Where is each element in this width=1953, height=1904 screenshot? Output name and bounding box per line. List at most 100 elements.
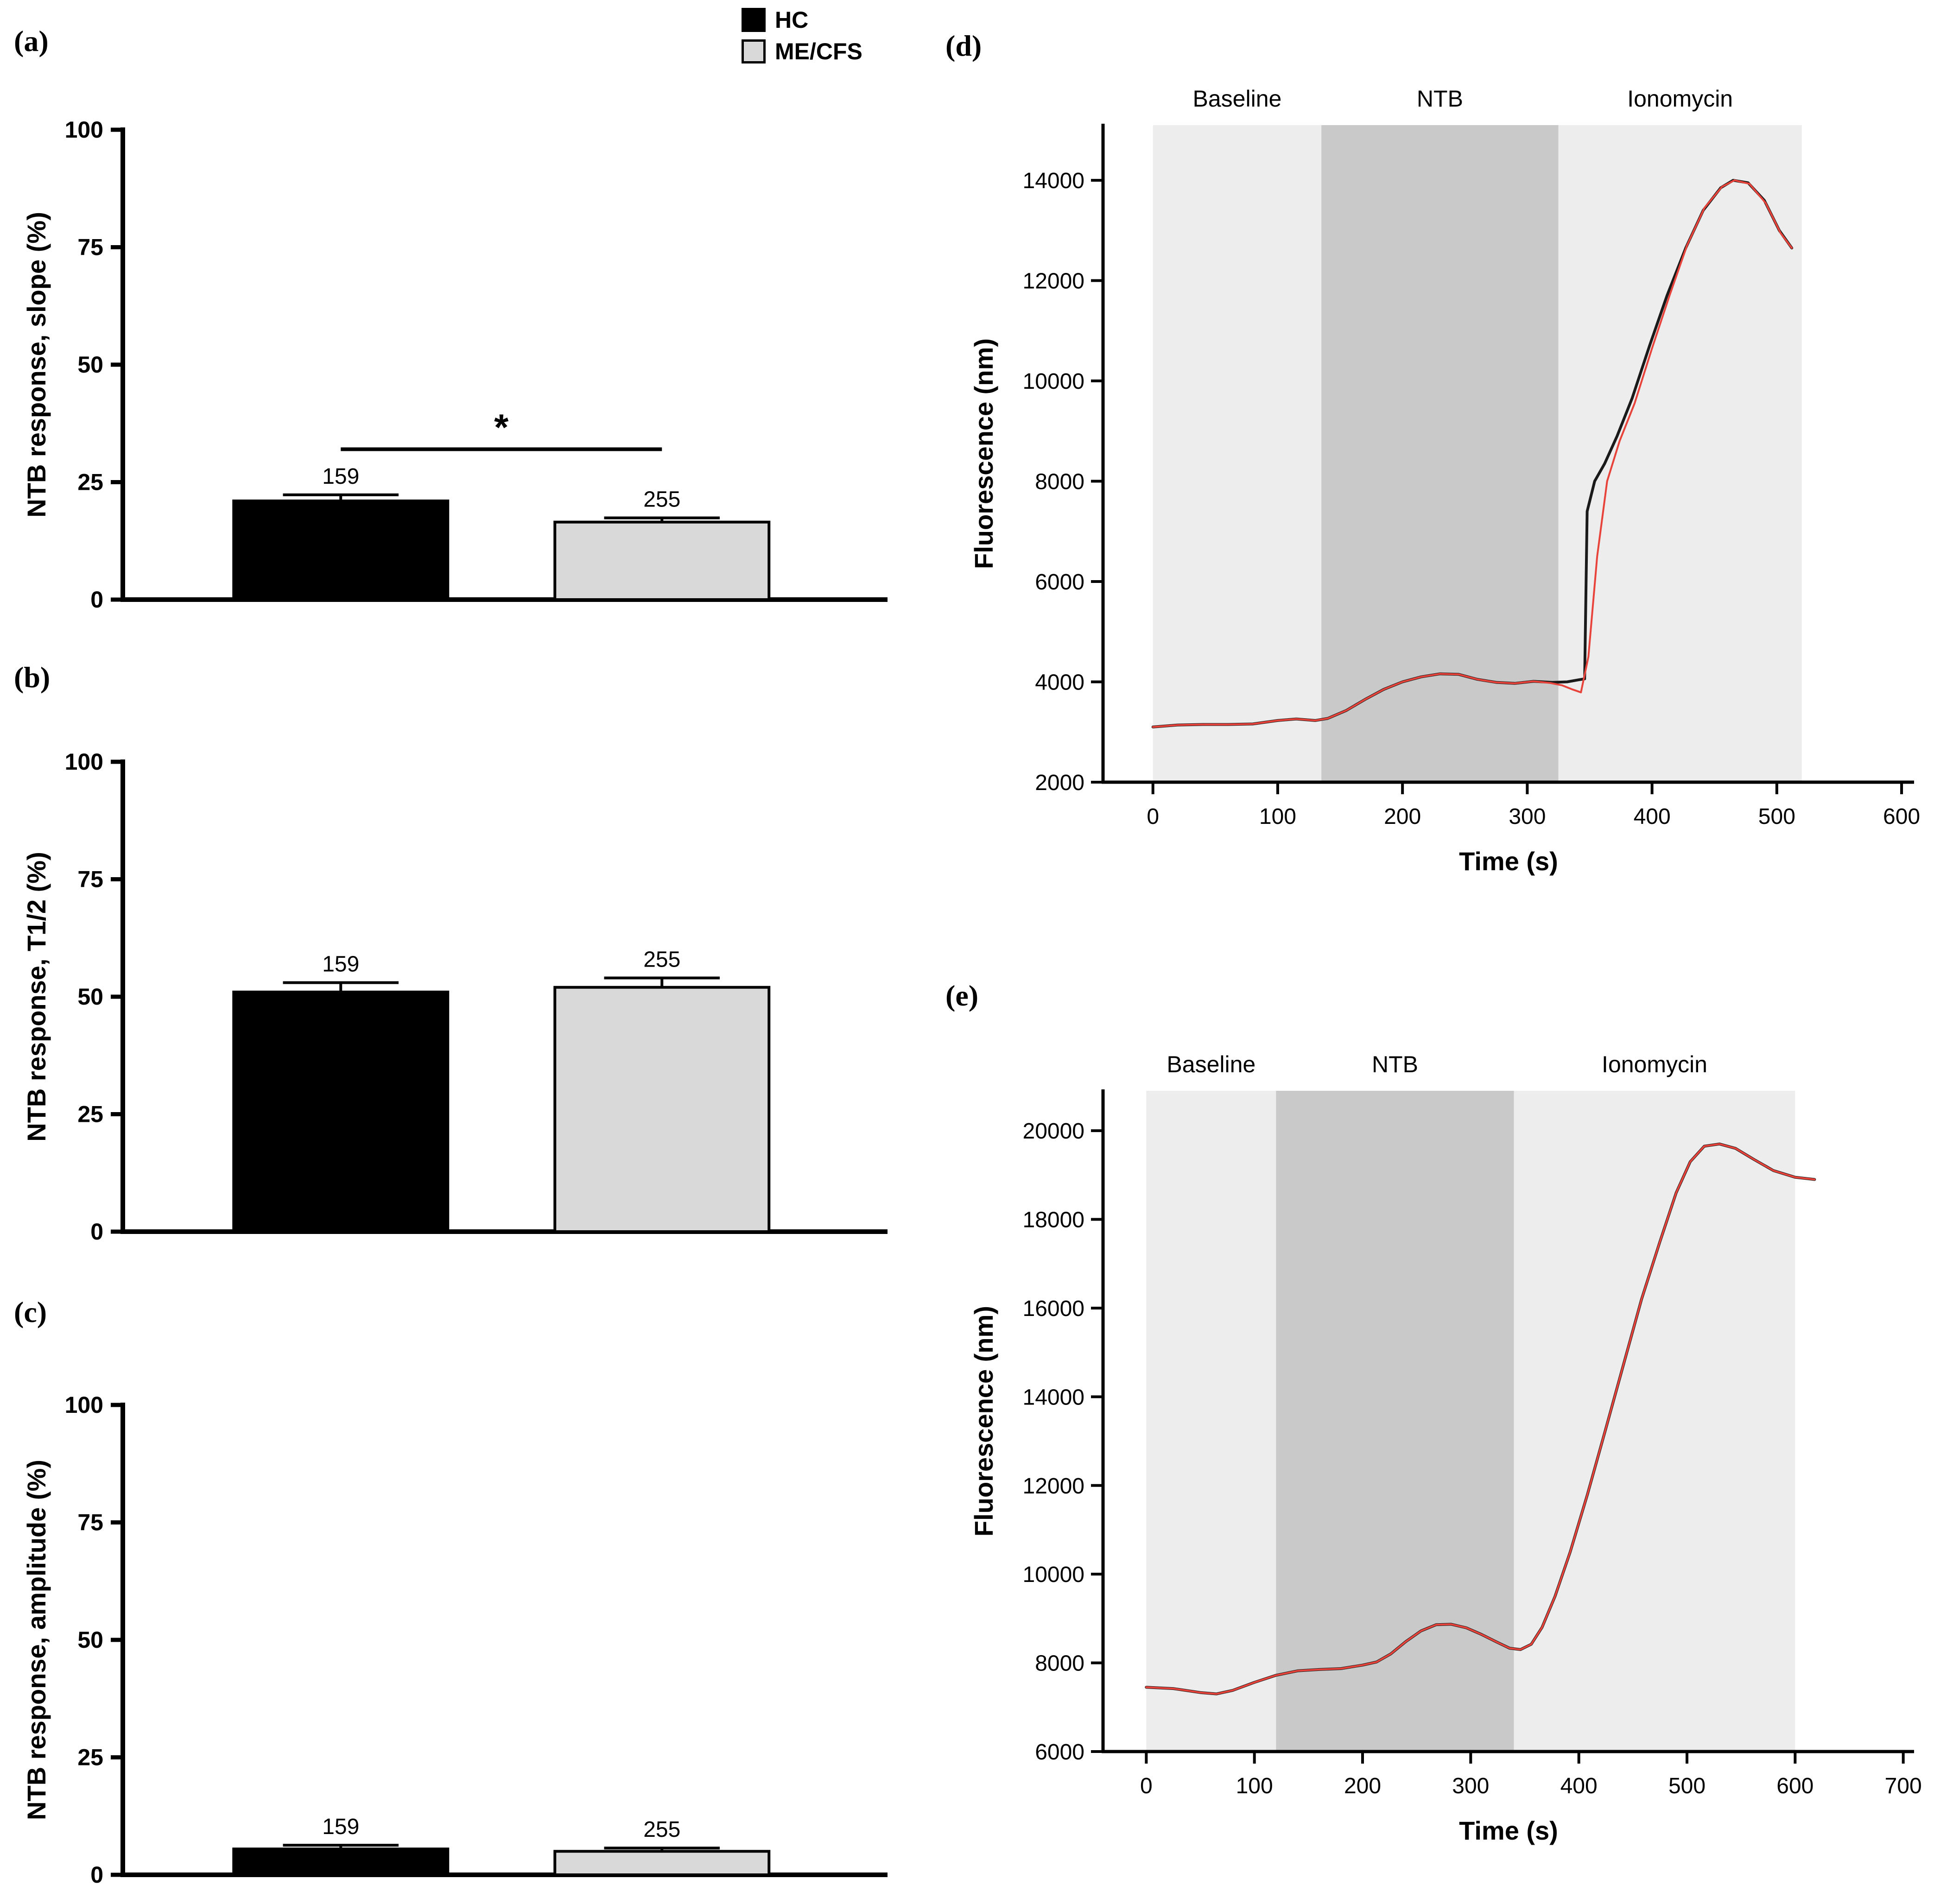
line-chart-e-svg: Baseline NTB Ionomycin 0 100 200 300 400 500 600 7… (969, 1051, 1922, 1845)
x-tick-label: 200 (1344, 1774, 1381, 1798)
bar-chart-c-svg: 0 25 50 75 100 NTB response, amplitude (%) 159… (22, 1392, 888, 1888)
red-trace (1152, 179, 1793, 728)
region-label-baseline: Baseline (1193, 86, 1282, 112)
y-tick-label: 18000 (1023, 1208, 1084, 1233)
y-tick-label: 14000 (1023, 1385, 1084, 1410)
x-tick-label: 500 (1758, 804, 1795, 829)
y-axis-title: NTB response, slope (%) (22, 212, 51, 518)
y-tick-label: 12000 (1023, 1474, 1084, 1499)
x-axis-title: Time (s) (1459, 847, 1558, 876)
y-tick-label: 8000 (1035, 470, 1084, 494)
bar-count-label: 255 (643, 1817, 680, 1842)
panel-c-bar-chart: 0 25 50 75 100 NTB response, amplitude (%) 159… (19, 1349, 899, 1888)
y-tick-label: 25 (77, 469, 103, 495)
region-label-ntb: NTB (1372, 1051, 1418, 1077)
bar-hc (232, 990, 450, 1233)
y-tick-label: 75 (77, 1510, 103, 1536)
bar-me-cfs (553, 986, 771, 1233)
legend: HC ME/CFS (742, 6, 862, 65)
panel-d-label: (d) (945, 29, 982, 62)
panel-d-line-chart: Baseline NTB Ionomycin 0 100 200 300 400 500 600 2… (964, 56, 1937, 898)
y-tick-label: 0 (90, 1862, 103, 1884)
line-chart-d-svg: Baseline NTB Ionomycin 0 100 200 300 400 500 600 2… (969, 86, 1920, 876)
bar-count-label: 159 (322, 952, 359, 977)
bar-count-label: 159 (322, 1815, 359, 1839)
y-tick-label: 100 (65, 117, 103, 143)
y-tick-label: 50 (77, 352, 103, 378)
legend-swatch-mecfs-icon (742, 39, 766, 63)
legend-item-hc: HC (742, 6, 862, 33)
y-tick-label: 25 (77, 1101, 103, 1127)
panel-b-bar-chart: 0 25 50 75 100 NTB response, T1/2 (%) 159 255 (19, 706, 899, 1245)
x-tick-label: 200 (1384, 804, 1421, 829)
y-axis-title: Fluorescence (nm) (969, 1306, 998, 1537)
bar-hc (232, 1847, 450, 1876)
bar-chart-a-svg: 0 25 50 75 100 NTB response, slope (%) 159 255 * (22, 117, 888, 613)
y-tick-label: 50 (77, 1627, 103, 1653)
x-tick-label: 600 (1776, 1774, 1814, 1798)
region-baseline (1153, 125, 1322, 782)
y-tick-label: 12000 (1023, 269, 1084, 294)
y-tick-label: 50 (77, 984, 103, 1010)
region-ntb (1276, 1091, 1514, 1752)
bar-me-cfs (553, 520, 771, 601)
y-axis-title: NTB response, T1/2 (%) (22, 852, 51, 1141)
x-tick-label: 100 (1259, 804, 1296, 829)
bar-count-label: 255 (643, 487, 680, 512)
legend-label-hc: HC (775, 7, 809, 33)
panel-c-label: (c) (14, 1296, 47, 1328)
legend-item-mecfs: ME/CFS (742, 38, 862, 65)
y-tick-label: 6000 (1035, 1740, 1084, 1765)
y-tick-label: 10000 (1023, 369, 1084, 394)
legend-label-mecfs: ME/CFS (775, 38, 862, 64)
y-axis-title: NTB response, amplitude (%) (22, 1460, 51, 1820)
bar-count-label: 159 (322, 464, 359, 489)
x-tick-label: 300 (1452, 1774, 1489, 1798)
y-tick-label: 6000 (1035, 570, 1084, 595)
y-tick-label: 0 (90, 1219, 103, 1241)
x-tick-label: 100 (1236, 1774, 1273, 1798)
x-tick-label: 400 (1560, 1774, 1598, 1798)
bar-hc (232, 500, 450, 601)
x-tick-label: 600 (1883, 804, 1920, 829)
panel-a-bar-chart: 0 25 50 75 100 NTB response, slope (%) 159 255 * (19, 74, 899, 613)
bar-me-cfs (553, 1850, 771, 1877)
panel-b-label: (b) (14, 661, 51, 694)
y-tick-label: 20000 (1023, 1119, 1084, 1144)
y-tick-label: 8000 (1035, 1651, 1084, 1676)
x-tick-label: 0 (1147, 804, 1159, 829)
region-label-ntb: NTB (1417, 86, 1463, 112)
y-tick-label: 100 (65, 1392, 103, 1418)
y-tick-label: 0 (90, 587, 103, 609)
y-tick-label: 10000 (1023, 1562, 1084, 1587)
x-tick-label: 700 (1885, 1774, 1922, 1798)
significance-star: * (494, 407, 509, 448)
panel-e-line-chart: Baseline NTB Ionomycin 0 100 200 300 400 500 600 7… (964, 1021, 1937, 1867)
bar-count-label: 255 (643, 947, 680, 972)
y-tick-label: 2000 (1035, 771, 1084, 795)
panel-e-label: (e) (945, 979, 979, 1012)
region-label-ionomycin: Ionomycin (1602, 1051, 1707, 1077)
region-ionomycin (1558, 125, 1802, 782)
x-tick-label: 400 (1634, 804, 1671, 829)
x-tick-label: 500 (1668, 1774, 1706, 1798)
x-axis-title: Time (s) (1459, 1816, 1558, 1845)
region-ionomycin (1514, 1091, 1795, 1752)
y-tick-label: 16000 (1023, 1297, 1084, 1321)
region-baseline (1146, 1091, 1276, 1752)
y-tick-label: 100 (65, 749, 103, 775)
x-tick-label: 300 (1509, 804, 1546, 829)
y-tick-label: 75 (77, 867, 103, 892)
y-tick-label: 14000 (1023, 169, 1084, 193)
y-tick-label: 4000 (1035, 671, 1084, 695)
panel-a-label: (a) (14, 25, 49, 57)
y-tick-label: 75 (77, 234, 103, 260)
bar-chart-b-svg: 0 25 50 75 100 NTB response, T1/2 (%) 159 255 (22, 749, 888, 1245)
legend-swatch-hc-icon (742, 8, 766, 32)
x-tick-label: 0 (1140, 1774, 1153, 1798)
region-label-ionomycin: Ionomycin (1627, 86, 1733, 112)
region-label-baseline: Baseline (1167, 1051, 1256, 1077)
y-tick-label: 25 (77, 1745, 103, 1771)
y-axis-title: Fluorescence (nm) (969, 338, 998, 569)
red-trace (1145, 1143, 1816, 1695)
